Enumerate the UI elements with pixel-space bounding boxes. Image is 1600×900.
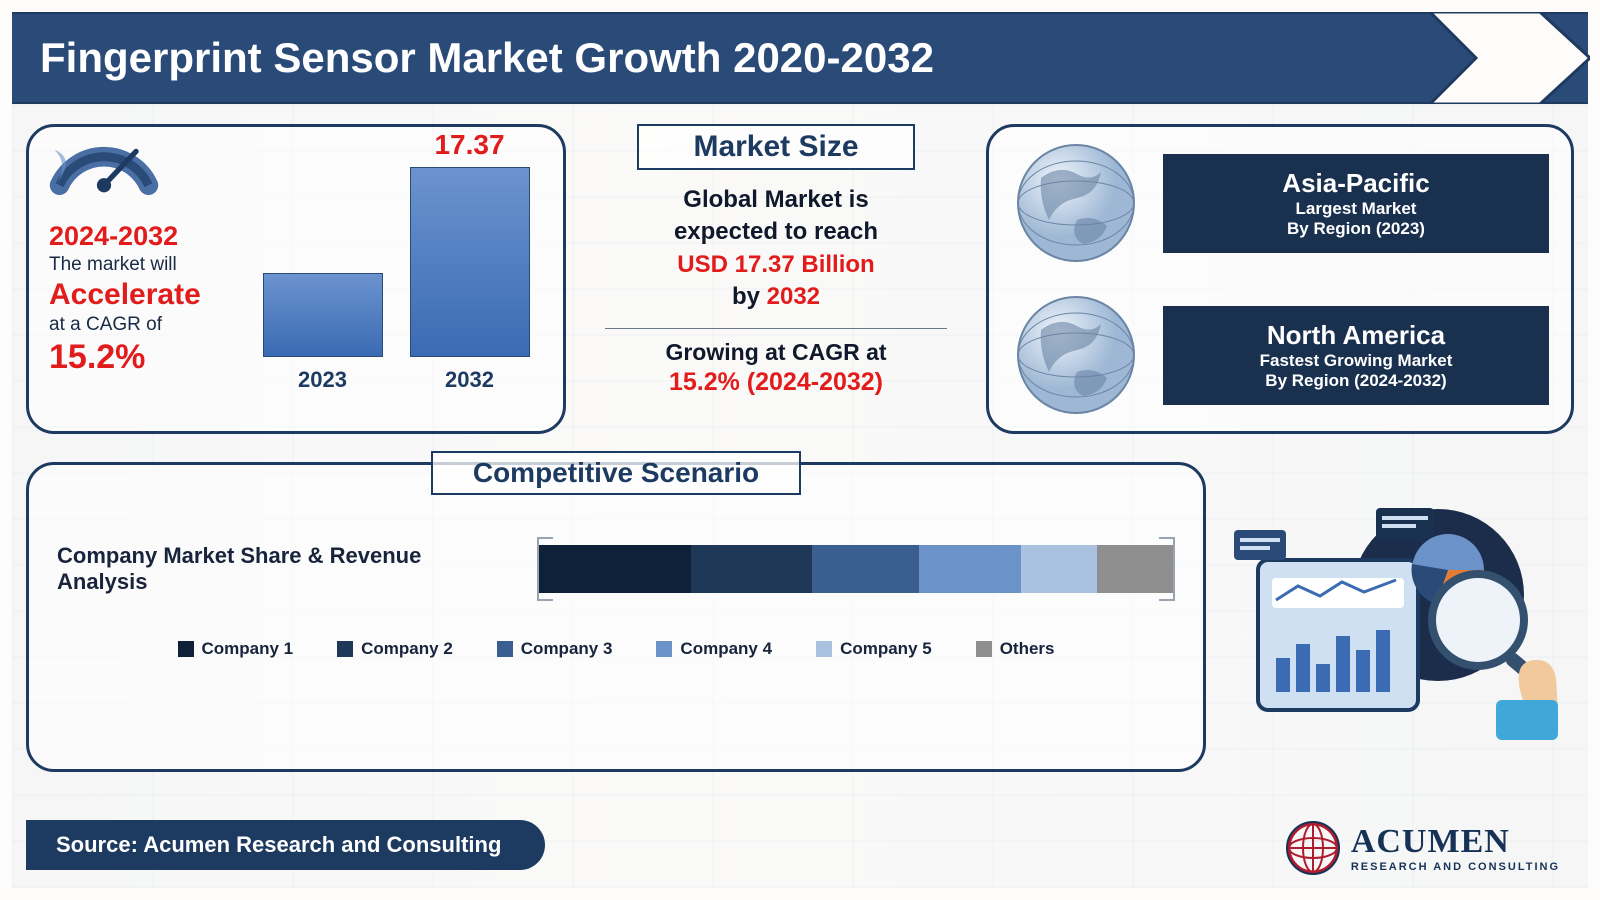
region-row: Asia-PacificLargest MarketBy Region (202… (1011, 138, 1549, 268)
share-bar-bracket (537, 539, 1175, 599)
stacked-share-bar (539, 545, 1173, 593)
accelerate-panel: 2024-2032 The market will Accelerate at … (26, 124, 566, 434)
source-text: Acumen Research and Consulting (143, 832, 501, 857)
accel-cagr-value: 15.2% (49, 338, 249, 377)
brand-logo: ACUMEN RESEARCH AND CONSULTING (1285, 820, 1560, 876)
ms-growing-line: Growing at CAGR at (586, 339, 966, 366)
source-prefix: Source: (56, 832, 138, 857)
legend-label: Others (1000, 639, 1055, 659)
legend-label: Company 1 (202, 639, 294, 659)
divider (605, 328, 947, 329)
region-desc: Fastest Growing Market (1183, 351, 1529, 371)
legend-swatch-icon (976, 641, 992, 657)
legend-swatch-icon (656, 641, 672, 657)
accel-line-1: The market will (49, 254, 249, 276)
globe-icon (1011, 138, 1141, 268)
legend-item: Others (976, 639, 1055, 659)
accel-bar-rect (263, 273, 383, 357)
forecast-period: 2024-2032 (49, 221, 249, 252)
competitive-title: Competitive Scenario (431, 451, 801, 495)
legend-label: Company 5 (840, 639, 932, 659)
legend-swatch-icon (178, 641, 194, 657)
brand-tagline: RESEARCH AND CONSULTING (1351, 861, 1560, 873)
legend-item: Company 1 (178, 639, 294, 659)
accel-bar-value: 17.37 (434, 129, 504, 161)
accel-bar-rect (410, 167, 530, 357)
ms-value: USD 17.37 Billion (586, 249, 966, 281)
speed-gauge-icon (49, 123, 159, 203)
legend-label: Company 4 (680, 639, 772, 659)
competitive-panel: Competitive Scenario Company Market Shar… (26, 462, 1206, 772)
ms-by-line: by 2032 (586, 281, 966, 313)
accel-bar: 17.37 2032 (410, 129, 530, 393)
region-row: North AmericaFastest Growing MarketBy Re… (1011, 290, 1549, 420)
legend-swatch-icon (337, 641, 353, 657)
share-segment (691, 545, 811, 593)
share-segment (919, 545, 1020, 593)
market-size-block: Market Size Global Market is expected to… (586, 124, 966, 434)
share-label: Company Market Share & Revenue Analysis (57, 543, 517, 595)
page-title: Fingerprint Sensor Market Growth 2020-20… (40, 34, 934, 82)
market-size-title: Market Size (637, 124, 914, 170)
brand-globe-icon (1285, 820, 1341, 876)
legend-swatch-icon (816, 641, 832, 657)
share-segment (1097, 545, 1173, 593)
ms-cagr-period: 15.2% (2024-2032) (586, 368, 966, 397)
ms-line1: Global Market is (586, 184, 966, 216)
legend-item: Company 5 (816, 639, 932, 659)
share-segment (539, 545, 691, 593)
ms-by-prefix: by (732, 283, 760, 310)
header-band: Fingerprint Sensor Market Growth 2020-20… (12, 12, 1588, 104)
region-name: Asia-Pacific (1183, 168, 1529, 199)
brand-name: ACUMEN (1351, 823, 1560, 861)
legend-item: Company 4 (656, 639, 772, 659)
region-by: By Region (2023) (1183, 219, 1529, 239)
accel-bar-year: 2032 (445, 367, 494, 393)
share-segment (812, 545, 920, 593)
region-text-box: North AmericaFastest Growing MarketBy Re… (1163, 306, 1549, 405)
globe-icon (1011, 290, 1141, 420)
share-legend: Company 1 Company 2 Company 3 Company 4 Comp… (57, 639, 1175, 659)
ms-line2: expected to reach (586, 216, 966, 248)
region-name: North America (1183, 320, 1529, 351)
accel-line-2: at a CAGR of (49, 314, 249, 336)
source-pill: Source: Acumen Research and Consulting (26, 820, 545, 870)
legend-item: Company 2 (337, 639, 453, 659)
analytics-illustration-icon (1228, 500, 1558, 750)
accelerate-word: Accelerate (49, 278, 249, 312)
header-arrow-icon (1430, 12, 1590, 104)
region-panel: Asia-PacificLargest MarketBy Region (202… (986, 124, 1574, 434)
legend-label: Company 3 (521, 639, 613, 659)
region-by: By Region (2024-2032) (1183, 371, 1529, 391)
legend-item: Company 3 (497, 639, 613, 659)
legend-label: Company 2 (361, 639, 453, 659)
share-segment (1021, 545, 1097, 593)
accel-bar-year: 2023 (298, 367, 347, 393)
region-desc: Largest Market (1183, 199, 1529, 219)
legend-swatch-icon (497, 641, 513, 657)
accel-bar-chart: 202317.372032 (249, 141, 543, 417)
region-text-box: Asia-PacificLargest MarketBy Region (202… (1163, 154, 1549, 253)
accel-bar: 2023 (263, 235, 383, 393)
ms-by-year: 2032 (767, 283, 820, 310)
